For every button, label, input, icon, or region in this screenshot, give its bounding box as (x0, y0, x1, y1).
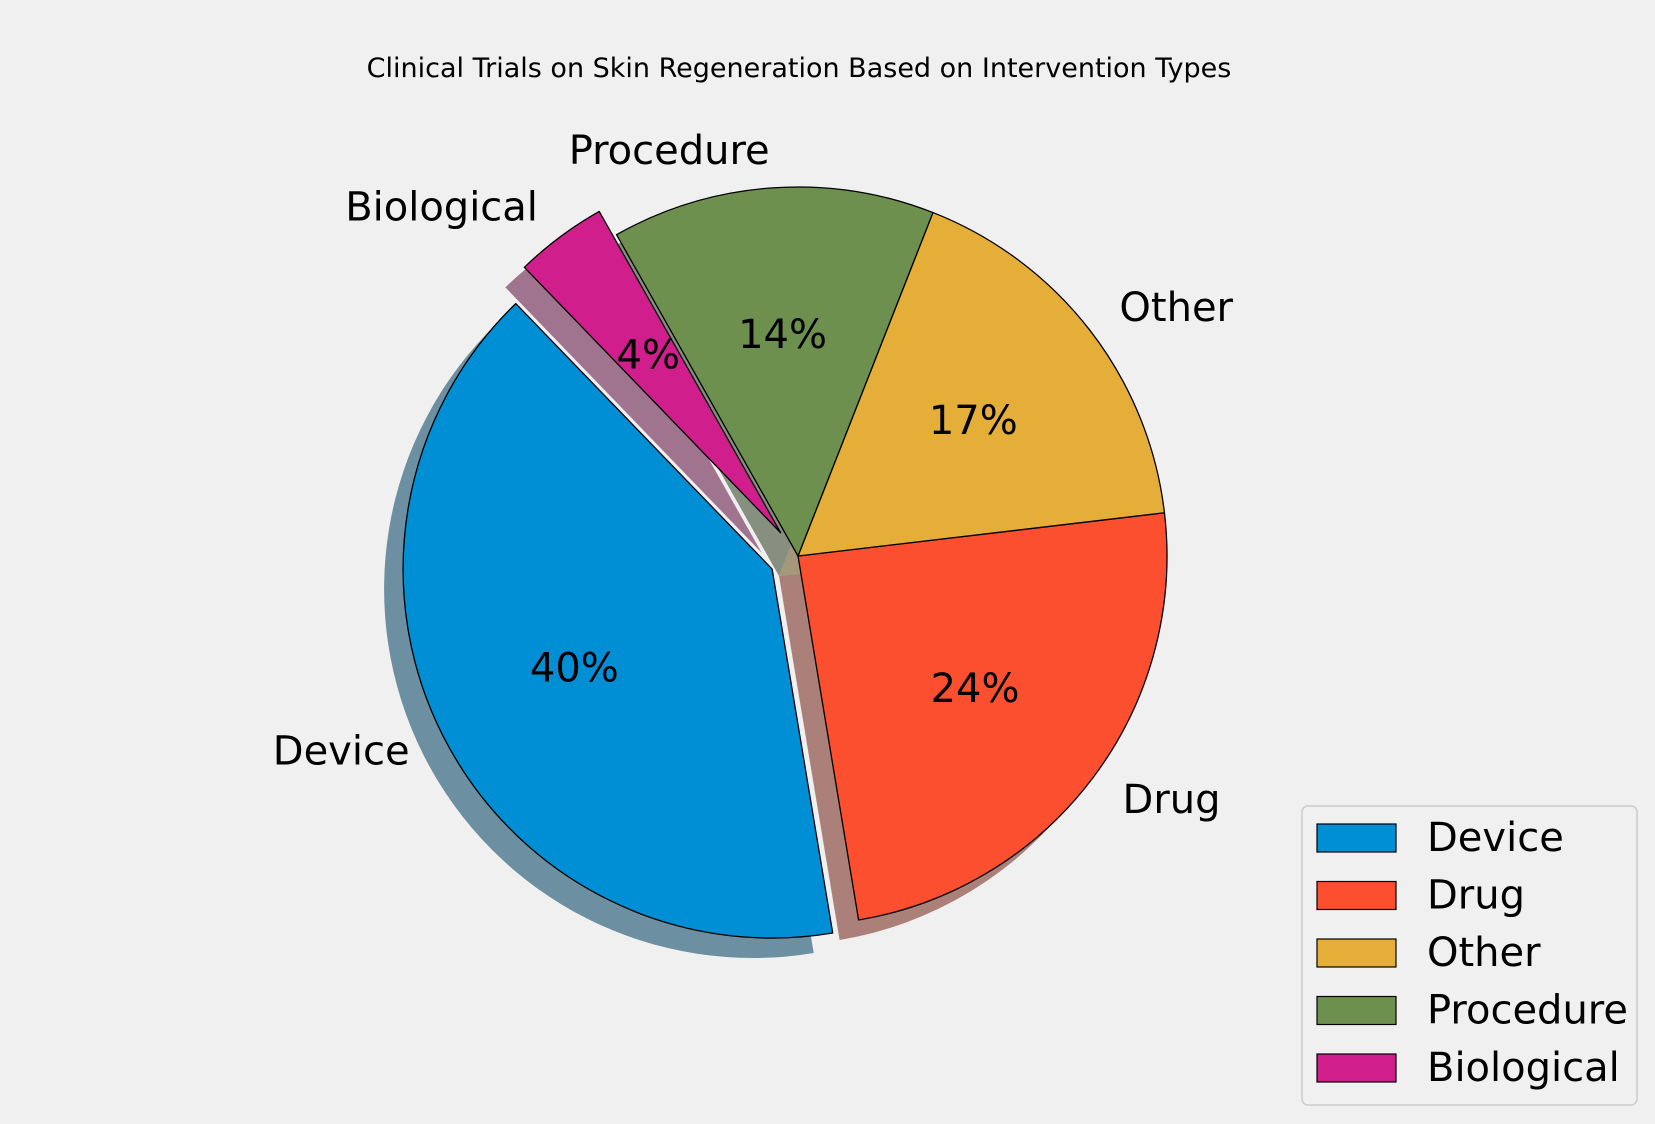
legend-swatch-biological (1316, 1053, 1397, 1083)
slice-label-procedure: Procedure (569, 128, 770, 174)
slice-label-drug: Drug (1123, 777, 1221, 823)
pie-slice-biological (523, 210, 782, 534)
slice-layer (402, 186, 1168, 939)
legend-swatch-device (1316, 823, 1397, 853)
slice-label-other: Other (1119, 285, 1233, 331)
chart-title: Clinical Trials on Skin Regeneration Bas… (367, 53, 1232, 84)
legend-label-procedure: Procedure (1427, 988, 1628, 1034)
legend-label-drug: Drug (1427, 873, 1525, 919)
slice-label-device: Device (273, 729, 410, 775)
percent-label-procedure: 14% (738, 312, 827, 358)
pie-slice-other (797, 211, 1166, 557)
legend-swatch-drug (1316, 880, 1397, 911)
legend-swatch-procedure (1316, 995, 1397, 1026)
percent-label-biological: 4% (617, 332, 680, 378)
pie-slice-device (402, 302, 834, 939)
percent-label-drug: 24% (931, 666, 1020, 712)
label-layer: Device 40% Drug 24% Other 17% Procedure 14% Biol… (273, 128, 1234, 823)
legend-label-other: Other (1427, 930, 1541, 976)
legend: Device Drug Other Procedure Biological (1301, 805, 1638, 1106)
percent-label-device: 40% (530, 646, 619, 692)
slice-label-biological: Biological (345, 184, 538, 230)
legend-swatch-other (1316, 938, 1397, 968)
percent-label-other: 17% (929, 398, 1018, 444)
pie-slice-procedure (615, 186, 934, 557)
pie-slice-drug (797, 512, 1168, 921)
legend-frame (1301, 805, 1638, 1106)
legend-label-device: Device (1427, 815, 1564, 861)
legend-label-biological: Biological (1427, 1045, 1620, 1091)
